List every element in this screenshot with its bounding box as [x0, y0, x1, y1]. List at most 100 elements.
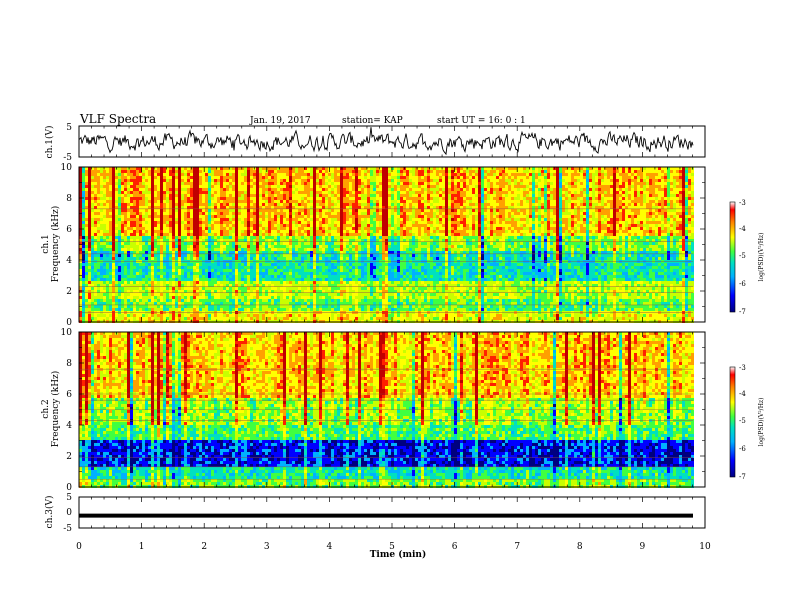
spectrogram-cell	[319, 173, 322, 176]
spectrogram-cell	[160, 188, 163, 191]
spectrogram-cell	[475, 206, 478, 209]
spectrogram-cell	[634, 179, 637, 182]
spectrogram-cell	[607, 197, 610, 200]
spectrogram-cell	[571, 206, 574, 209]
spectrogram-cell	[541, 176, 544, 179]
spectrogram-cell	[109, 173, 112, 176]
spectrogram-cell	[388, 173, 391, 176]
spectrogram-cell	[301, 227, 304, 230]
spectrogram-cell	[481, 188, 484, 191]
spectrogram-cell	[127, 236, 130, 239]
spectrogram-cell	[121, 179, 124, 182]
spectrogram-cell	[277, 224, 280, 227]
spectrogram-cell	[217, 206, 220, 209]
spectrogram-cell	[655, 230, 658, 233]
spectrogram-cell	[85, 200, 88, 203]
spectrogram-cell	[625, 188, 628, 191]
spectrogram-cell	[529, 212, 532, 215]
spectrogram-cell	[376, 176, 379, 179]
spectrogram-cell	[469, 188, 472, 191]
spectrogram-cell	[409, 206, 412, 209]
spectrogram-cell	[334, 197, 337, 200]
spectrogram-cell	[262, 230, 265, 233]
spectrogram-cell	[238, 230, 241, 233]
spectrogram-cell	[625, 221, 628, 224]
spectrogram-cell	[487, 236, 490, 239]
spectrogram-cell	[409, 179, 412, 182]
spectrogram-cell	[505, 227, 508, 230]
spectrogram-cell	[415, 170, 418, 173]
spectrogram-cell	[418, 227, 421, 230]
spectrogram-cell	[85, 227, 88, 230]
spectrogram-cell	[412, 227, 415, 230]
spectrogram-cell	[676, 179, 679, 182]
spectrogram-cell	[667, 230, 670, 233]
spectrogram-cell	[136, 173, 139, 176]
spectrogram-cell	[388, 194, 391, 197]
spectrogram-cell	[466, 215, 469, 218]
spectrogram-cell	[484, 218, 487, 221]
spectrogram-cell	[190, 176, 193, 179]
spectrogram-cell	[361, 194, 364, 197]
spectrogram-cell	[646, 227, 649, 230]
spectrogram-cell	[286, 230, 289, 233]
spectrogram-cell	[319, 197, 322, 200]
spectrogram-cell	[412, 221, 415, 224]
spectrogram-cell	[616, 188, 619, 191]
spectrogram-cell	[673, 182, 676, 185]
spectrogram-cell	[445, 203, 448, 206]
spectrogram-cell	[670, 185, 673, 188]
spectrogram-cell	[514, 203, 517, 206]
spectrogram-cell	[229, 179, 232, 182]
spectrogram-cell	[493, 179, 496, 182]
spectrogram-cell	[613, 230, 616, 233]
spectrogram-cell	[352, 206, 355, 209]
spectrogram-cell	[496, 185, 499, 188]
spectrogram-cell	[172, 230, 175, 233]
spectrogram-cell	[580, 179, 583, 182]
spectrogram-cell	[556, 227, 559, 230]
spectrogram-cell	[418, 215, 421, 218]
spectrogram-cell	[613, 209, 616, 212]
spectrogram-cell	[610, 218, 613, 221]
spectrogram-cell	[418, 203, 421, 206]
spectrogram-cell	[220, 221, 223, 224]
spectrogram-cell	[301, 236, 304, 239]
spectrogram-cell	[496, 230, 499, 233]
spectrogram-cell	[475, 227, 478, 230]
spectrogram-cell	[469, 212, 472, 215]
spectrogram-cell	[154, 224, 157, 227]
spectrogram-cell	[385, 233, 388, 236]
spectrogram-cell	[643, 200, 646, 203]
spectrogram-cell	[238, 236, 241, 239]
spectrogram-cell	[208, 227, 211, 230]
spectrogram-cell	[469, 227, 472, 230]
spectrogram-cell	[253, 200, 256, 203]
spectrogram-cell	[577, 224, 580, 227]
spectrogram-cell	[277, 170, 280, 173]
spectrogram-cell	[151, 236, 154, 239]
spectrogram-cell	[133, 206, 136, 209]
spectrogram-cell	[379, 212, 382, 215]
spectrogram-cell	[550, 173, 553, 176]
spectrogram-cell	[343, 197, 346, 200]
spectrogram-cell	[262, 194, 265, 197]
spectrogram-cell	[88, 203, 91, 206]
spectrogram-cell	[310, 185, 313, 188]
spectrogram-cell	[544, 191, 547, 194]
spectrogram-cell	[640, 173, 643, 176]
spectrogram-cell	[121, 200, 124, 203]
spectrogram-cell	[553, 194, 556, 197]
spectrogram-cell	[235, 200, 238, 203]
spectrogram-cell	[118, 203, 121, 206]
spectrogram-cell	[529, 167, 532, 170]
spectrogram-cell	[151, 221, 154, 224]
spectrogram-cell	[508, 212, 511, 215]
spectrogram-cell	[688, 212, 691, 215]
spectrogram-cell	[355, 227, 358, 230]
spectrogram-cell	[211, 182, 214, 185]
spectrogram-cell	[310, 212, 313, 215]
spectrogram-cell	[517, 197, 520, 200]
spectrogram-cell	[595, 233, 598, 236]
spectrogram-cell	[655, 167, 658, 170]
